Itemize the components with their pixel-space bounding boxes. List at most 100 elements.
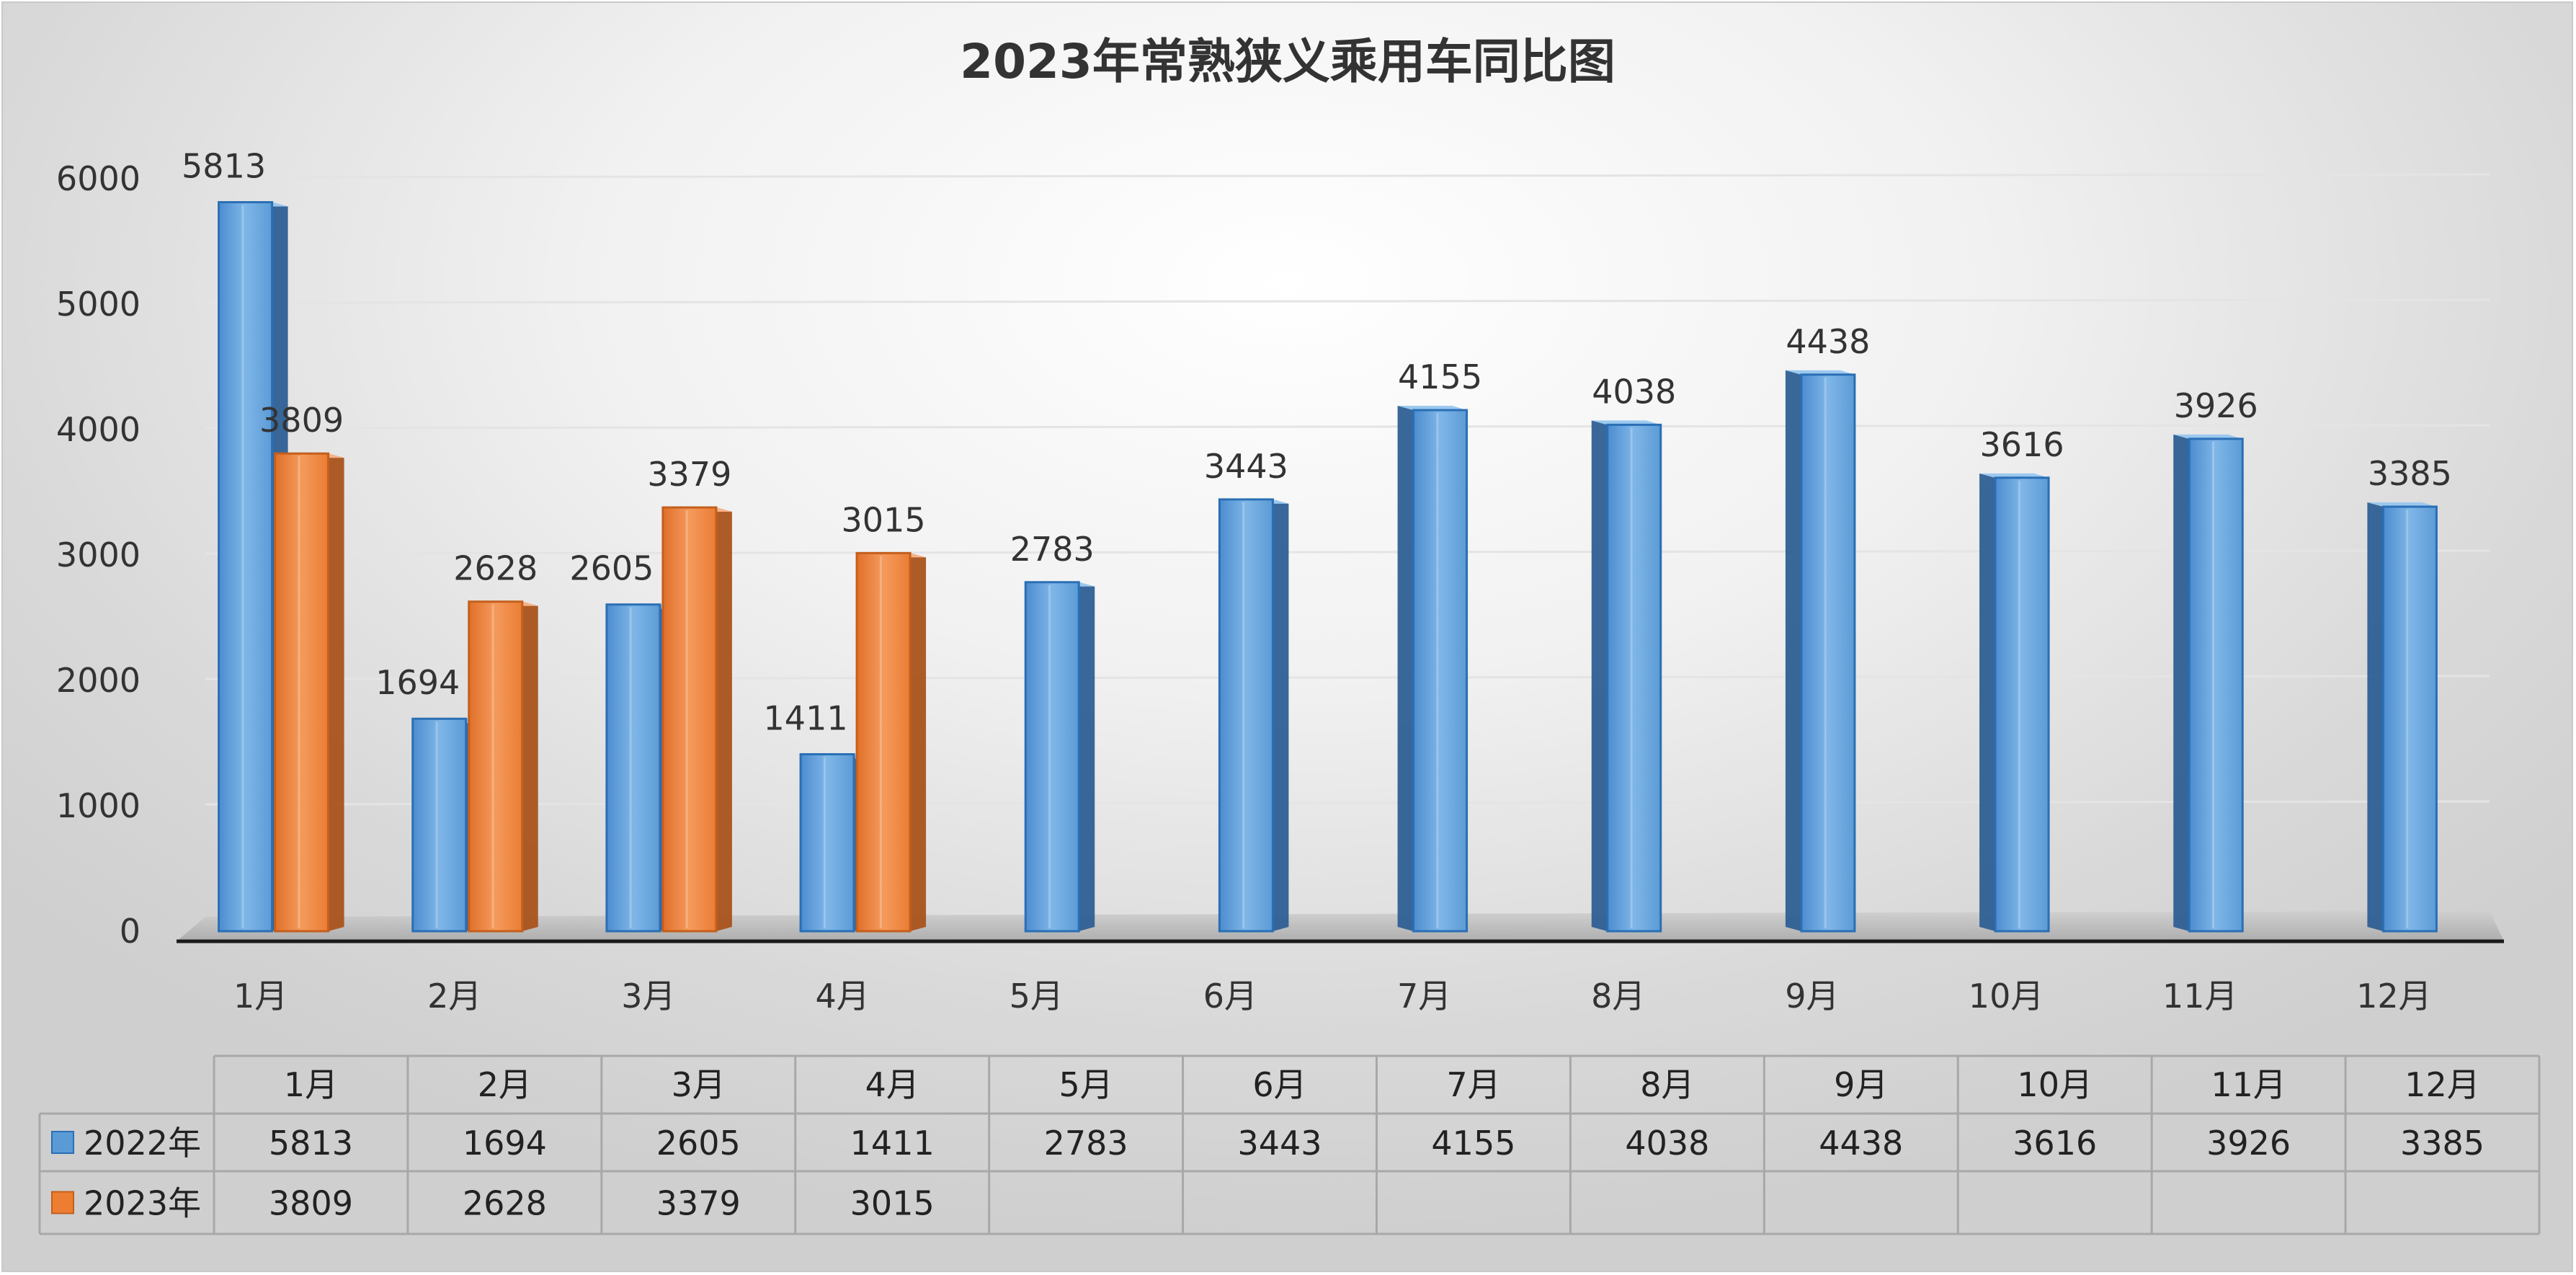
x-tick-label: 11月 (2162, 977, 2238, 1016)
bar-side (2173, 434, 2190, 931)
bar-front (799, 752, 855, 933)
y-tick-label: 3000 (56, 536, 141, 574)
x-tick-label: 9月 (1785, 977, 1839, 1016)
bar-front (605, 603, 661, 933)
bar-front (468, 600, 524, 933)
bar-front (2188, 437, 2244, 933)
legend-swatch-0 (51, 1131, 74, 1154)
bar-side (910, 553, 927, 931)
data-label: 3015 (842, 500, 926, 539)
bar-2023年-2月 (468, 600, 538, 933)
legend-series-name: 2023年 (84, 1184, 201, 1223)
data-table: 1月 2月 3月 4月 5月 6月 7月 8月 9月 10月 11月 12月 2022年 5813 1694… (38, 1054, 2541, 1235)
data-label: 4155 (1398, 357, 1482, 396)
bar-side (716, 507, 732, 931)
table-value-cell: 1694 (463, 1124, 547, 1163)
data-labels: 5813 3809 1694 2628 2605 3379 1411 3015 2783 3443… (182, 147, 2452, 738)
bar-front (1218, 498, 1274, 933)
x-tick-label: 6月 (1203, 977, 1257, 1016)
bar-front (274, 452, 330, 933)
table-header-cell: 9月 (1834, 1065, 1888, 1104)
bar-side (1591, 420, 1608, 931)
bar-side (1273, 499, 1289, 931)
bar-side (1079, 582, 1095, 931)
data-label: 3379 (647, 455, 731, 494)
bar-2023年-1月 (274, 452, 344, 933)
x-tick-label: 3月 (621, 977, 675, 1016)
bar-2022年-12月 (2367, 502, 2438, 933)
data-label: 3443 (1204, 447, 1288, 486)
table-value-cell: 4155 (1431, 1124, 1515, 1163)
x-tick-label: 10月 (1969, 977, 2044, 1016)
bar-side (1785, 370, 1801, 931)
bar-2022年-11月 (2173, 434, 2244, 933)
data-label: 3385 (2368, 454, 2452, 493)
chart-title: 2023年常熟狭义乘用车同比图 (960, 34, 1615, 89)
x-tick-label: 2月 (427, 977, 481, 1016)
data-label: 1411 (764, 698, 848, 737)
table-header-cell: 6月 (1252, 1065, 1306, 1104)
bar-front (2381, 505, 2438, 933)
bar-side (1397, 406, 1414, 931)
bar-top (1785, 370, 1855, 375)
table-header-cell: 12月 (2405, 1065, 2480, 1104)
table-header-cell: 8月 (1640, 1065, 1694, 1104)
table-value-cell: 2783 (1044, 1124, 1128, 1163)
data-label: 4438 (1786, 322, 1870, 361)
gridline (205, 173, 2490, 179)
data-label: 3616 (1980, 425, 2064, 464)
data-label: 4038 (1592, 372, 1676, 411)
bar-front (1606, 423, 1662, 933)
gridline (205, 800, 2490, 806)
table-header-cell: 5月 (1059, 1065, 1113, 1104)
table-value-cell: 3443 (1238, 1124, 1322, 1163)
y-tick-label: 4000 (56, 410, 141, 449)
bar-front (1412, 409, 1469, 933)
chart-floor (177, 911, 2504, 943)
y-tick-label: 2000 (56, 661, 141, 700)
x-tick-label: 12月 (2356, 977, 2432, 1016)
x-tick-label: 8月 (1591, 977, 1645, 1016)
table-header-cell: 1月 (284, 1065, 338, 1104)
table-value-cell: 4438 (1819, 1124, 1903, 1163)
data-label: 2783 (1010, 530, 1095, 569)
floor-plane (177, 911, 2504, 941)
data-label: 5813 (182, 147, 266, 186)
bar-2022年-10月 (1979, 473, 2050, 933)
data-label: 3926 (2174, 386, 2258, 425)
table-header-cell: 7月 (1446, 1065, 1500, 1104)
x-tick-label: 1月 (233, 977, 288, 1016)
gridlines (205, 173, 2490, 806)
bar-2022年-5月 (1024, 581, 1095, 933)
bar-side (522, 601, 538, 931)
bar-front (1024, 581, 1080, 933)
table-header-cell: 3月 (672, 1065, 726, 1104)
x-tick-label: 5月 (1010, 977, 1064, 1016)
bar-2023年-3月 (661, 506, 732, 933)
x-tick-label: 4月 (815, 977, 869, 1016)
bar-front (1994, 476, 2050, 933)
table-value-cell: 4038 (1625, 1124, 1709, 1163)
table-value-cell: 2628 (463, 1184, 547, 1223)
y-tick-label: 6000 (56, 159, 141, 198)
bars (218, 201, 2438, 933)
table-value-cell: 3616 (2013, 1124, 2097, 1163)
data-label: 1694 (375, 663, 460, 702)
bar-2022年-9月 (1785, 370, 1856, 933)
table-header-cell: 10月 (2017, 1065, 2093, 1104)
table-header-cell: 11月 (2211, 1065, 2286, 1104)
y-tick-label: 5000 (56, 285, 141, 324)
gridline (205, 675, 2490, 680)
gridline (205, 424, 2490, 430)
bar-2022年-7月 (1397, 406, 1469, 933)
x-tick-label: 7月 (1397, 977, 1451, 1016)
bar-front (411, 717, 468, 933)
data-label: 3809 (259, 401, 344, 440)
x-axis: 1月 2月 3月 4月 5月 6月 7月 8月 9月 10月 11月 12月 (233, 977, 2432, 1016)
gridline (205, 298, 2490, 304)
legend-series-name: 2022年 (84, 1124, 201, 1163)
legend-swatch-1 (51, 1191, 74, 1214)
table-header-cell: 4月 (865, 1065, 919, 1104)
bar-front (661, 506, 718, 933)
